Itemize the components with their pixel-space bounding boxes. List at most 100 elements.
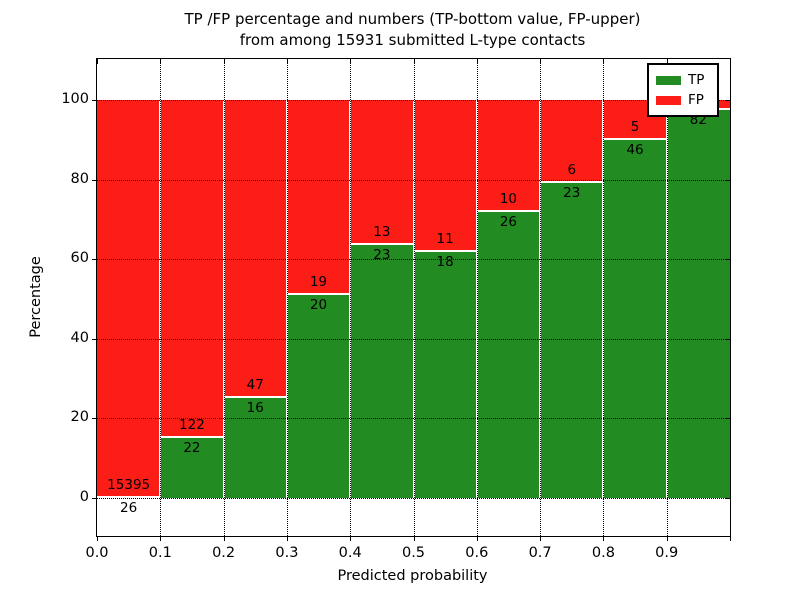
h-gridline (97, 498, 730, 499)
x-tick-mark (666, 59, 668, 64)
bar-fp-count-label: 47 (246, 376, 264, 393)
legend-swatch (656, 95, 681, 105)
bar-fp-count-label: 6 (567, 162, 577, 179)
x-tick-mark (603, 536, 605, 541)
bar-segment-edge (160, 436, 224, 439)
v-gridline (286, 59, 288, 536)
bar-segment-fp (476, 100, 541, 211)
y-tick-label: 80 (70, 170, 89, 187)
x-tick-label: 0.6 (465, 545, 489, 561)
x-tick-mark (286, 536, 288, 541)
x-tick-mark (223, 536, 225, 541)
x-tick-mark (160, 536, 162, 541)
x-tick-mark (286, 59, 288, 64)
bar-segment-edge (223, 395, 287, 398)
y-tick-label: 60 (70, 250, 89, 267)
bar-tp-count-label: 46 (626, 142, 644, 158)
bar-tp-count-label: 26 (499, 213, 518, 230)
x-tick-label: 0.0 (85, 545, 109, 561)
chart-title: TP /FP percentage and numbers (TP-bottom… (96, 9, 729, 51)
y-tick-mark (92, 179, 97, 181)
legend: TP FP (647, 63, 719, 117)
v-gridline (476, 59, 478, 536)
x-tick-mark (476, 536, 478, 541)
v-gridline (413, 59, 415, 536)
v-gridline (160, 59, 162, 536)
x-tick-mark (350, 59, 352, 64)
x-tick-mark (160, 59, 162, 64)
x-tick-mark (223, 59, 225, 64)
chart-title-line-1: TP /FP percentage and numbers (TP-bottom… (184, 10, 641, 28)
legend-item: TP (656, 70, 710, 90)
x-tick-label: 0.4 (338, 545, 362, 561)
y-tick-mark (725, 259, 730, 261)
bar-segment-fp (97, 100, 161, 498)
bar-segment-tp (476, 210, 541, 498)
x-tick-mark (97, 59, 98, 64)
legend-item: FP (656, 90, 710, 110)
bar-tp-count-label: 22 (183, 440, 201, 457)
x-tick-mark (730, 536, 731, 541)
bar-segment-edge (540, 181, 604, 184)
bar-segment-fp (223, 100, 287, 397)
bar-tp-count-label: 16 (246, 399, 264, 416)
bar-segment-tp (286, 293, 351, 498)
y-tick-mark (725, 498, 730, 499)
y-tick-label: 0 (79, 489, 89, 505)
y-tick-mark (725, 418, 730, 420)
bar-fp-count-label: 122 (179, 417, 205, 434)
legend-label: FP (688, 92, 704, 108)
bar-segment-tp (666, 109, 730, 498)
h-gridline (97, 338, 730, 340)
legend-label: TP (688, 72, 705, 88)
v-gridline (666, 59, 668, 536)
h-gridline (97, 259, 730, 261)
y-tick-mark (725, 179, 730, 181)
y-tick-mark (725, 100, 730, 101)
h-gridline (97, 418, 730, 420)
v-gridline (350, 59, 352, 536)
x-tick-mark (413, 59, 415, 64)
x-tick-mark (540, 59, 542, 64)
y-tick-mark (92, 418, 97, 420)
v-gridline (603, 59, 605, 536)
y-tick-mark (92, 498, 97, 499)
x-tick-label: 0.2 (212, 545, 236, 561)
bar-segment-fp (413, 100, 477, 251)
y-tick-label: 40 (70, 329, 89, 346)
bar-segment-tp (540, 182, 604, 498)
bar-segment-fp (540, 100, 604, 183)
bar-segment-fp (160, 100, 224, 438)
y-tick-mark (92, 259, 97, 261)
bar-fp-count-label: 11 (436, 230, 454, 247)
x-tick-mark (350, 536, 352, 541)
bar-segment-tp (223, 396, 287, 498)
x-tick-mark (666, 536, 668, 541)
y-axis-label: Percentage (28, 256, 44, 338)
y-tick-label: 20 (70, 409, 89, 426)
h-gridline (97, 100, 730, 101)
bar-segment-tp (413, 250, 477, 498)
bar-tp-count-label: 18 (436, 253, 454, 270)
bar-segment-tp (160, 437, 224, 498)
chart-title-line-2: from among 15931 submitted L-type contac… (239, 31, 586, 49)
bar-tp-count-label: 23 (563, 185, 581, 202)
x-tick-mark (97, 536, 98, 541)
x-tick-label: 0.3 (275, 545, 299, 561)
bar-segment-fp (350, 100, 414, 244)
x-tick-mark (603, 59, 605, 64)
bar-fp-count-label: 5 (630, 119, 640, 135)
x-tick-mark (413, 536, 415, 541)
plot-area: 15395 26 122 22 47 16 19 20 13 23 11 18 10 26 6 23 5 46 82… (61, 58, 731, 561)
y-tick-mark (725, 338, 730, 340)
bar-segment-edge (603, 138, 667, 140)
x-axis-label: Predicted probability (337, 568, 488, 584)
bar-segment-edge (413, 249, 477, 252)
bar-segment-edge (97, 496, 161, 499)
bar-fp-count-label: 10 (499, 190, 518, 207)
x-tick-label: 0.7 (528, 545, 552, 561)
x-tick-label: 0.1 (148, 545, 172, 561)
bar-fp-count-label: 13 (373, 223, 391, 240)
bar-tp-count-label: 26 (120, 500, 138, 517)
x-tick-label: 0.8 (591, 545, 615, 561)
